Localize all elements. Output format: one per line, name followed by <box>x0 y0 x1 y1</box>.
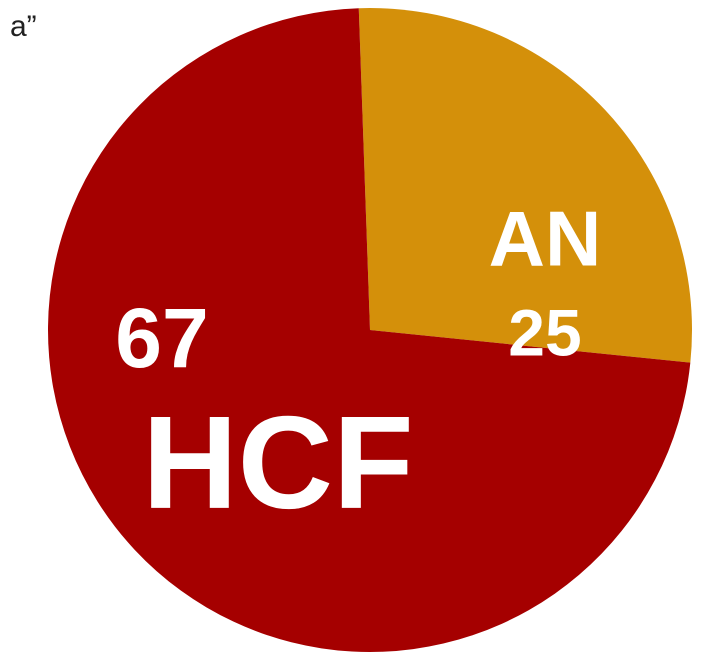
annotation: a” <box>10 10 37 43</box>
pie-slice <box>358 8 692 363</box>
slice-category-label: HCF <box>142 389 413 536</box>
slice-category-label: AN <box>489 195 602 283</box>
pie-slice <box>48 8 691 652</box>
slice-value-label: 25 <box>508 295 581 369</box>
slice-value-label: 67 <box>115 291 208 385</box>
